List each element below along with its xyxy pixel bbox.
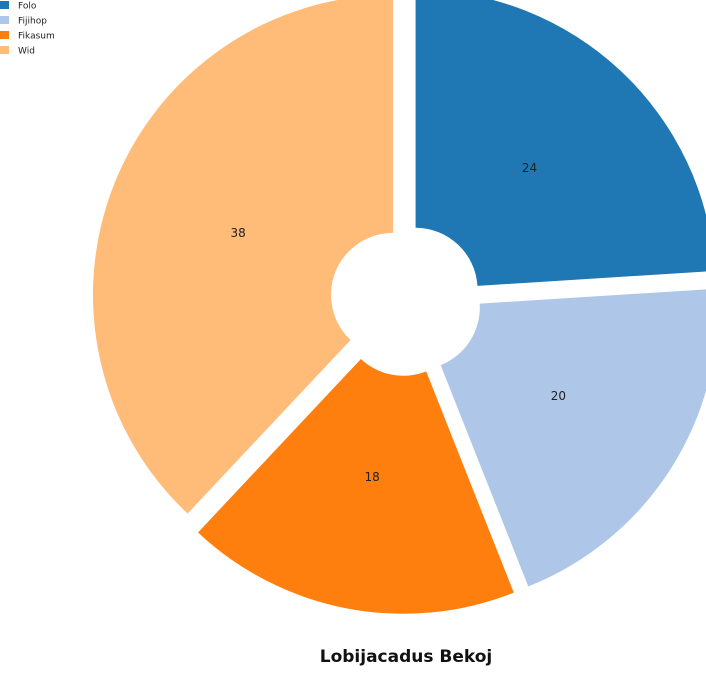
pie-slice-fikasum bbox=[198, 358, 514, 614]
legend-swatch bbox=[0, 31, 9, 39]
legend-swatch bbox=[0, 1, 9, 9]
legend-label: Wid bbox=[18, 47, 35, 57]
slice-value-label: 18 bbox=[365, 470, 380, 484]
legend: Folo Fijihop Fikasum Wid bbox=[0, 1, 55, 57]
legend-label: Folo bbox=[18, 2, 37, 12]
pie-slice-wid bbox=[92, 0, 393, 514]
pie-slice-folo bbox=[415, 0, 706, 286]
pie-slice-fijihop bbox=[440, 289, 706, 587]
legend-label: Fijihop bbox=[18, 17, 47, 27]
legend-label: Fikasum bbox=[18, 32, 55, 42]
chart-title: Lobijacadus Bekoj bbox=[320, 647, 493, 667]
slice-value-label: 38 bbox=[231, 226, 246, 240]
legend-swatch bbox=[0, 46, 9, 54]
pie-slices bbox=[92, 0, 706, 614]
slice-value-label: 20 bbox=[551, 389, 566, 403]
slice-labels: 24 20 18 38 bbox=[231, 161, 567, 484]
legend-swatch bbox=[0, 16, 9, 24]
slice-value-label: 24 bbox=[522, 161, 537, 175]
